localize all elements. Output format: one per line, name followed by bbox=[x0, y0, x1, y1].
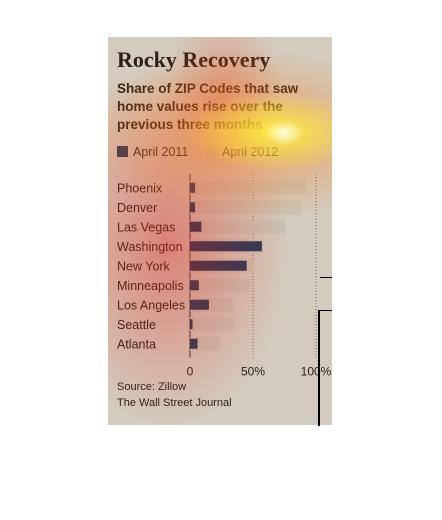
bar-april-2012 bbox=[190, 200, 301, 215]
bar-april-2011 bbox=[190, 319, 193, 330]
publisher-note: The Wall Street Journal bbox=[117, 397, 232, 409]
category-label: Los Angeles bbox=[117, 298, 185, 312]
category-label: Seattle bbox=[117, 318, 156, 332]
bar-april-2011 bbox=[190, 280, 199, 291]
category-label: New York bbox=[117, 259, 171, 273]
tick-label: 50% bbox=[241, 365, 265, 379]
category-label: Las Vegas bbox=[117, 220, 175, 234]
category-label: Phoenix bbox=[117, 181, 163, 195]
bar-april-2011 bbox=[190, 299, 209, 310]
bar-april-2011 bbox=[190, 241, 262, 252]
bar-april-2011 bbox=[190, 260, 247, 271]
bar-april-2011 bbox=[190, 221, 202, 232]
category-label: Washington bbox=[117, 240, 183, 254]
bar-april-2011 bbox=[190, 182, 196, 193]
tick-label: 0 bbox=[187, 365, 194, 379]
bar-april-2012 bbox=[190, 278, 251, 293]
category-label: Atlanta bbox=[117, 337, 156, 351]
bar-april-2011 bbox=[190, 202, 196, 213]
bar-april-2012 bbox=[190, 219, 286, 234]
bar-april-2012 bbox=[190, 180, 306, 195]
bar-chart: Phoenix Denver Las Vegas Washington New York… bbox=[117, 174, 332, 379]
tick-label: 100% bbox=[301, 365, 332, 379]
divider-line bbox=[320, 277, 332, 278]
divider-line bbox=[318, 310, 332, 311]
bar-april-2012 bbox=[190, 317, 235, 332]
bar-april-2011 bbox=[190, 338, 198, 349]
chart-card: Rocky Recovery Share of ZIP Codes that s… bbox=[108, 37, 332, 425]
category-label: Minneapolis bbox=[117, 279, 184, 293]
source-note: Source: Zillow bbox=[117, 381, 187, 393]
divider-line bbox=[318, 310, 320, 426]
category-label: Denver bbox=[117, 201, 157, 215]
